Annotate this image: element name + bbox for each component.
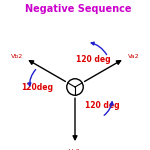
FancyArrowPatch shape: [28, 70, 36, 86]
FancyArrowPatch shape: [91, 42, 107, 55]
Text: Vb2: Vb2: [11, 54, 23, 60]
Text: 120 deg: 120 deg: [85, 100, 119, 109]
FancyArrowPatch shape: [104, 102, 113, 115]
Text: Va2: Va2: [128, 54, 139, 60]
Text: 120deg: 120deg: [21, 82, 54, 91]
Text: Vc2: Vc2: [69, 149, 81, 150]
Text: 120 deg: 120 deg: [76, 56, 110, 64]
Text: Negative Sequence: Negative Sequence: [25, 4, 131, 15]
